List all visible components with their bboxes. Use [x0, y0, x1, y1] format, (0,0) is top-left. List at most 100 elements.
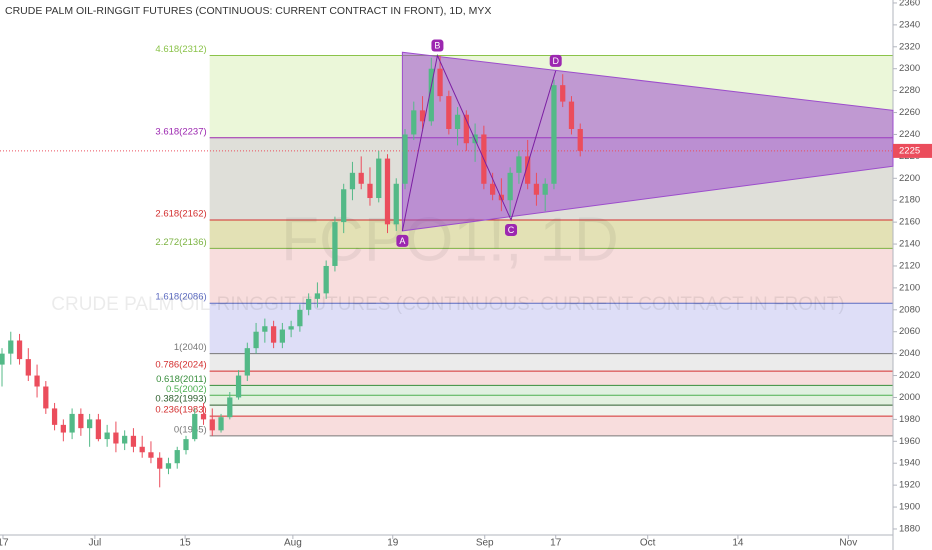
y-tick-label: 2060	[899, 326, 920, 337]
candle-body	[551, 85, 557, 184]
candle-body	[104, 432, 110, 440]
candle-body	[437, 68, 443, 97]
y-tick-label: 2120	[899, 260, 920, 271]
candle-body	[253, 331, 259, 349]
fib-label: 1(2040)	[174, 342, 207, 353]
candle-body	[183, 439, 189, 451]
y-tick-label: 2360	[899, 0, 920, 8]
y-tick-label: 2300	[899, 63, 920, 74]
candle-body	[157, 457, 163, 469]
y-tick-label: 2340	[899, 19, 920, 30]
candle-body	[51, 408, 58, 425]
candle-body	[454, 114, 461, 129]
candle-body	[446, 96, 452, 129]
candle-body	[227, 397, 233, 418]
y-tick-label: 2000	[899, 392, 920, 403]
y-tick-label: 2020	[899, 370, 920, 381]
pattern-label: C	[508, 225, 515, 235]
chart-title: CRUDE PALM OIL-RINGGIT FUTURES (CONTINUO…	[5, 5, 491, 17]
fib-label: 0.382(1993)	[155, 394, 206, 405]
candle-body	[86, 419, 93, 429]
candle-body	[577, 128, 583, 151]
candle-body	[516, 156, 522, 173]
fib-label: 2.618(2162)	[155, 208, 206, 219]
candle-body	[235, 375, 242, 398]
fib-band	[209, 371, 893, 386]
x-tick-label: Jul	[88, 538, 101, 549]
candle-body	[367, 183, 373, 199]
candle-body	[130, 435, 137, 447]
candle-body	[279, 329, 285, 343]
watermark-name: CRUDE PALM OIL-RINGGIT FUTURES (CONTINUO…	[51, 294, 844, 315]
candle-body	[384, 158, 391, 225]
candle-body	[568, 101, 575, 129]
candle-body	[306, 298, 312, 310]
candle-body	[376, 158, 382, 199]
candle-body	[323, 265, 329, 294]
candle-body	[0, 353, 5, 365]
y-tick-label: 1880	[899, 523, 920, 534]
fib-label: 0.5(2002)	[166, 384, 207, 395]
candle-body	[428, 68, 434, 122]
fib-band	[209, 395, 893, 406]
x-tick-label: Aug	[284, 538, 302, 549]
fib-label: 0.236(1983)	[155, 405, 206, 416]
candle-body	[297, 309, 303, 327]
candle-body	[165, 463, 172, 469]
candle-body	[244, 348, 250, 376]
candle-body	[349, 172, 356, 190]
candle-body	[25, 359, 31, 376]
candle-body	[533, 183, 540, 195]
pattern-label: B	[434, 40, 440, 50]
fib-band	[209, 416, 893, 436]
candle-body	[489, 183, 496, 195]
fib-band	[209, 405, 893, 417]
candle-body	[34, 375, 40, 387]
x-tick-label: 17	[0, 538, 9, 549]
pattern-label: D	[552, 56, 559, 66]
candle-body	[209, 419, 215, 431]
pattern-label: A	[399, 236, 405, 246]
candle-body	[8, 340, 14, 354]
y-tick-label: 2160	[899, 217, 920, 228]
candle-body	[16, 340, 23, 360]
fib-label: 0(1965)	[174, 424, 207, 435]
price-label: 2225	[899, 145, 920, 156]
candle-body	[560, 85, 566, 102]
y-tick-label: 2180	[899, 195, 920, 206]
x-tick-label: 14	[732, 538, 744, 549]
x-tick-label: Oct	[640, 538, 656, 549]
y-tick-label: 2240	[899, 129, 920, 140]
fib-label: 0.786(2024)	[155, 360, 206, 371]
candle-body	[358, 172, 364, 184]
x-tick-label: Nov	[839, 538, 857, 549]
x-tick-label: 15	[180, 538, 192, 549]
candle-body	[393, 183, 399, 225]
candle-body	[542, 183, 548, 195]
candle-body	[200, 413, 207, 420]
y-tick-label: 2140	[899, 239, 920, 250]
candle-body	[402, 134, 408, 184]
fib-label: 1.618(2086)	[155, 292, 206, 303]
candle-body	[262, 326, 268, 332]
price-label-bg	[893, 143, 932, 158]
candle-body	[122, 435, 128, 444]
candle-body	[69, 413, 75, 433]
candle-body	[174, 450, 180, 464]
candle-body	[288, 326, 294, 330]
candle-body	[148, 452, 154, 458]
x-tick-label: 19	[387, 538, 399, 549]
y-tick-label: 1940	[899, 458, 920, 469]
fib-label: 3.618(2237)	[155, 126, 206, 137]
fib-label: 2.272(2136)	[155, 237, 206, 248]
candle-body	[419, 110, 426, 122]
candle-body	[218, 417, 224, 431]
candle-body	[463, 114, 469, 144]
fib-band	[209, 385, 893, 396]
candle-body	[411, 110, 417, 135]
x-tick-label: Sep	[476, 538, 494, 549]
pattern-badge	[505, 223, 518, 236]
candle-body	[113, 432, 119, 444]
fib-band	[209, 353, 893, 372]
